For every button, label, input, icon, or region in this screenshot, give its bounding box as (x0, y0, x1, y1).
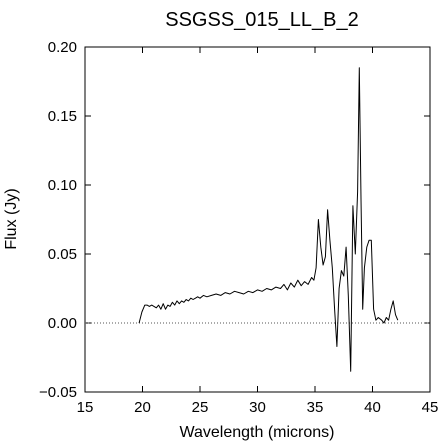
chart-title: SSGSS_015_LL_B_2 (165, 9, 359, 31)
x-tick-label: 20 (134, 399, 151, 416)
x-tick-label: 40 (364, 399, 381, 416)
y-tick-label: 0.05 (48, 246, 77, 263)
y-tick-label: 0.15 (48, 108, 77, 125)
x-tick-label: 25 (192, 399, 209, 416)
x-axis-ticks: 15 20 25 30 35 40 45 (77, 47, 439, 416)
y-tick-label: 0.10 (48, 177, 77, 194)
plot-frame (84, 46, 431, 393)
x-axis-label: Wavelength (microns) (179, 424, 334, 441)
y-tick-label: −0.05 (39, 384, 77, 401)
series-line (138, 67, 399, 372)
x-tick-label: 45 (422, 399, 439, 416)
x-tick-label: 30 (249, 399, 266, 416)
y-axis-label: Flux (Jy) (3, 188, 20, 249)
y-tick-label: 0.20 (48, 39, 77, 56)
x-tick-label: 15 (77, 399, 94, 416)
x-tick-label: 35 (307, 399, 324, 416)
y-axis-ticks: −0.05 0.00 0.05 0.10 0.15 0.20 (39, 39, 430, 401)
series-layer (85, 67, 430, 372)
y-tick-label: 0.00 (48, 315, 77, 332)
